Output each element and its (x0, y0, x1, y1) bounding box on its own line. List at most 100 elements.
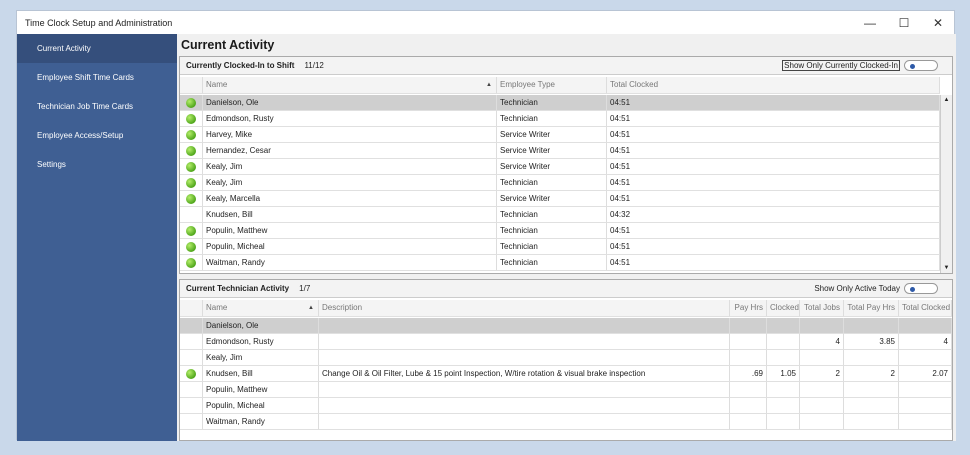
table-cell: Edmondson, Rusty (203, 334, 319, 350)
table-cell (767, 350, 800, 366)
sidebar-item-settings[interactable]: Settings (37, 160, 66, 169)
table-cell (319, 334, 730, 350)
table-cell: Service Writer (497, 143, 607, 159)
table-cell: 3.85 (844, 334, 899, 350)
table-row[interactable]: Edmondson, Rusty Technician 04:51 (180, 111, 940, 127)
column-header-label: Total Pay Hrs (847, 303, 895, 312)
table-cell (319, 414, 730, 430)
table-row[interactable]: Populin, Matthew (180, 382, 952, 398)
table-cell: Populin, Micheal (203, 239, 497, 255)
status-cell (180, 223, 203, 239)
table-cell (767, 398, 800, 414)
column-header-label: Pay Hrs (734, 303, 763, 312)
sidebar-item-technician-job-time-cards[interactable]: Technician Job Time Cards (37, 102, 134, 111)
table-cell (767, 414, 800, 430)
table-cell: 04:51 (607, 223, 940, 239)
table-cell (319, 350, 730, 366)
table-cell: 4 (899, 334, 952, 350)
table-cell (844, 414, 899, 430)
table-cell (899, 398, 952, 414)
status-active-icon (186, 258, 196, 268)
table-cell: 04:51 (607, 239, 940, 255)
table-cell (767, 382, 800, 398)
status-cell (180, 414, 203, 430)
toggle-switch[interactable] (904, 283, 938, 294)
column-header-3[interactable]: Total Clocked (607, 77, 940, 94)
table-cell: Technician (497, 111, 607, 127)
table-cell: Waitman, Randy (203, 255, 497, 271)
column-header-label: Description (322, 303, 363, 312)
status-active-icon (186, 226, 196, 236)
table-cell: Kealy, Marcella (203, 191, 497, 207)
table-cell (319, 398, 730, 414)
column-header-label: Name (206, 80, 228, 89)
table-row[interactable]: Waitman, Randy (180, 414, 952, 430)
table-cell: Technician (497, 223, 607, 239)
toggle-switch[interactable] (904, 60, 938, 71)
table-cell: Kealy, Jim (203, 159, 497, 175)
status-cell (180, 366, 203, 382)
status-cell (180, 143, 203, 159)
column-header-1[interactable]: Name ▲ (203, 300, 319, 317)
column-header-4[interactable]: Clocked (767, 300, 800, 317)
sidebar-item-current-activity[interactable]: Current Activity (17, 34, 177, 63)
column-header-1[interactable]: Name ▲ (203, 77, 497, 94)
scroll-up-arrow-icon[interactable]: ▲ (943, 97, 950, 103)
table-cell (319, 318, 730, 334)
column-header-0[interactable] (180, 77, 203, 94)
table-cell: 04:32 (607, 207, 940, 223)
vertical-scrollbar[interactable]: ▲ ▼ (940, 95, 952, 273)
table-row[interactable]: Populin, Micheal (180, 398, 952, 414)
table-row[interactable]: Harvey, Mike Service Writer 04:51 (180, 127, 940, 143)
table-row[interactable]: Kealy, Jim Service Writer 04:51 (180, 159, 940, 175)
sidebar-item-employee-shift-time-cards[interactable]: Employee Shift Time Cards (37, 73, 134, 82)
table-cell: 04:51 (607, 191, 940, 207)
status-cell (180, 175, 203, 191)
close-button[interactable]: ✕ (932, 15, 944, 30)
table-cell: Change Oil & Oil Filter, Lube & 15 point… (319, 366, 730, 382)
scroll-down-arrow-icon[interactable]: ▼ (943, 265, 950, 271)
table-row[interactable]: Populin, Micheal Technician 04:51 (180, 239, 940, 255)
status-cell (180, 207, 203, 223)
table-row[interactable]: Kealy, Jim Technician 04:51 (180, 175, 940, 191)
table-cell (844, 350, 899, 366)
column-header-5[interactable]: Total Jobs (800, 300, 844, 317)
sidebar: Current Activity Employee Shift Time Car… (17, 34, 177, 441)
table-row[interactable]: Kealy, Marcella Service Writer 04:51 (180, 191, 940, 207)
title-bar: Time Clock Setup and Administration (17, 11, 954, 34)
column-header-3[interactable]: Pay Hrs (730, 300, 767, 317)
column-header-2[interactable]: Employee Type (497, 77, 607, 94)
show-only-clocked-in-toggle[interactable]: Show Only Currently Clocked-In (782, 60, 938, 71)
status-cell (180, 159, 203, 175)
status-active-icon (186, 98, 196, 108)
status-cell (180, 318, 203, 334)
table-cell (844, 382, 899, 398)
show-only-active-today-toggle[interactable]: Show Only Active Today (814, 283, 938, 294)
table-row[interactable]: Populin, Matthew Technician 04:51 (180, 223, 940, 239)
status-cell (180, 398, 203, 414)
table-row[interactable]: Knudsen, Bill Change Oil & Oil Filter, Lu… (180, 366, 952, 382)
table-cell (899, 350, 952, 366)
table-cell (767, 334, 800, 350)
table-row[interactable]: Edmondson, Rusty 4 3.85 4 (180, 334, 952, 350)
table-row[interactable]: Knudsen, Bill Technician 04:32 (180, 207, 940, 223)
table-row[interactable]: Waitman, Randy Technician 04:51 (180, 255, 940, 271)
sidebar-item-employee-access-setup[interactable]: Employee Access/Setup (37, 131, 124, 140)
table-cell: Harvey, Mike (203, 127, 497, 143)
maximize-button[interactable]: ☐ (898, 15, 910, 30)
table-cell: Knudsen, Bill (203, 207, 497, 223)
table-row[interactable]: Hernandez, Cesar Service Writer 04:51 (180, 143, 940, 159)
table-cell (730, 350, 767, 366)
minimize-button[interactable]: — (864, 15, 876, 30)
table-row[interactable]: Kealy, Jim (180, 350, 952, 366)
column-header-0[interactable] (180, 300, 203, 317)
column-header-7[interactable]: Total Clocked (899, 300, 952, 317)
column-header-6[interactable]: Total Pay Hrs (844, 300, 899, 317)
column-header-label: Total Clocked (902, 303, 951, 312)
table-cell (899, 382, 952, 398)
column-header-label: Total Clocked (610, 80, 659, 89)
column-header-2[interactable]: Description (319, 300, 730, 317)
status-cell (180, 350, 203, 366)
table-row[interactable]: Danielson, Ole Technician 04:51 (180, 95, 940, 111)
table-row[interactable]: Danielson, Ole (180, 318, 952, 334)
